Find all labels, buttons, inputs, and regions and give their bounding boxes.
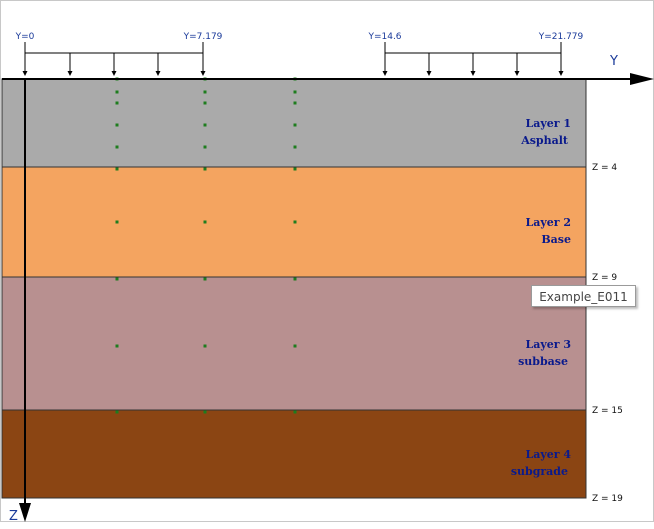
load-1-arrows <box>22 53 206 76</box>
evaluation-point <box>293 101 297 105</box>
layer-2-material: Base <box>541 233 571 246</box>
load-label-y21779: Y=21.779 <box>538 32 584 42</box>
evaluation-point <box>203 167 207 171</box>
layer-4-band <box>1 409 587 499</box>
y-axis-name: Y <box>609 54 618 69</box>
load-arrow-head <box>22 71 28 76</box>
z-axis-arrowhead <box>19 503 31 522</box>
evaluation-point <box>115 410 119 414</box>
load-2-arrows <box>382 53 564 76</box>
load-arrow-head <box>155 71 161 76</box>
evaluation-point <box>115 123 119 127</box>
evaluation-point <box>203 410 207 414</box>
layer-1-material: Asphalt <box>520 134 569 147</box>
evaluation-point <box>293 145 297 149</box>
load-arrow-head <box>426 71 432 76</box>
evaluation-point <box>115 101 119 105</box>
depth-label-3: Z = 15 <box>592 406 623 416</box>
evaluation-point <box>203 277 207 281</box>
evaluation-point <box>203 145 207 149</box>
load-group-1 <box>22 42 206 76</box>
load-arrow-head <box>67 71 73 76</box>
y-axis-arrowhead <box>630 73 654 85</box>
evaluation-point <box>293 90 297 94</box>
z-axis-name: Z <box>9 509 18 524</box>
evaluation-point <box>293 410 297 414</box>
depth-label-1: Z = 4 <box>592 163 617 173</box>
evaluation-point <box>115 220 119 224</box>
load-label-y146: Y=14.6 <box>367 32 401 42</box>
evaluation-point <box>293 344 297 348</box>
load-arrow-head <box>470 71 476 76</box>
load-arrow-head <box>111 71 117 76</box>
evaluation-point <box>203 90 207 94</box>
layer-4-name: Layer 4 <box>525 448 571 461</box>
depth-label-2: Z = 9 <box>592 273 617 283</box>
evaluation-point <box>293 220 297 224</box>
evaluation-point <box>293 277 297 281</box>
evaluation-point <box>203 344 207 348</box>
load-arrow-head <box>514 71 520 76</box>
layer-4-material: subgrade <box>511 465 568 478</box>
depth-label-4: Z = 19 <box>592 494 623 504</box>
layer-3-material: subbase <box>518 355 568 368</box>
evaluation-point <box>115 145 119 149</box>
evaluation-point <box>203 123 207 127</box>
evaluation-point <box>115 90 119 94</box>
evaluation-point <box>115 344 119 348</box>
evaluation-point <box>115 277 119 281</box>
layer-2-name: Layer 2 <box>525 216 571 229</box>
load-arrow-head <box>558 71 564 76</box>
layer-3-band <box>1 276 587 411</box>
evaluation-point <box>293 123 297 127</box>
load-label-y0: Y=0 <box>15 32 35 42</box>
evaluation-point <box>203 220 207 224</box>
load-arrow-head <box>382 71 388 76</box>
load-group-2 <box>382 42 564 76</box>
evaluation-point <box>293 167 297 171</box>
example-name-tooltip: Example_E011 <box>531 285 636 307</box>
layer-3-name: Layer 3 <box>525 338 571 351</box>
evaluation-point <box>115 167 119 171</box>
evaluation-point <box>203 101 207 105</box>
layer-1-name: Layer 1 <box>525 117 571 130</box>
load-label-y7179: Y=7.179 <box>183 32 223 42</box>
load-arrow-head <box>200 71 206 76</box>
